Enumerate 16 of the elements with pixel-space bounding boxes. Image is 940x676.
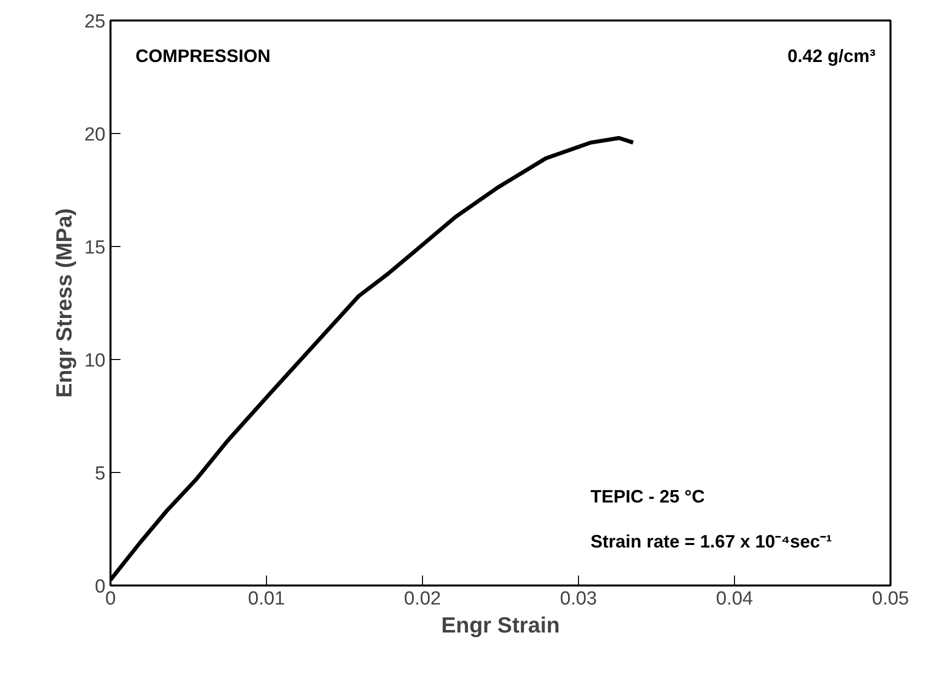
x-tick-label: 0.02: [404, 588, 441, 610]
y-tick-label: 25: [84, 12, 106, 32]
annotation: 0.42 g/cm³: [787, 46, 876, 66]
x-tick-label: 0.01: [248, 588, 285, 610]
annotation: TEPIC - 25 °C: [590, 486, 705, 506]
y-tick-label: 20: [84, 124, 106, 146]
annotation: COMPRESSION: [136, 46, 271, 66]
x-axis-title: Engr Strain: [441, 612, 560, 638]
x-tick-label: 0.05: [872, 588, 909, 610]
annotation: Strain rate = 1.67 x 10⁻⁴sec⁻¹: [590, 532, 832, 552]
x-tick-label: 0.04: [716, 588, 754, 610]
y-axis-title: Engr Stress (MPa): [51, 208, 76, 398]
y-tick-label: 5: [94, 464, 106, 484]
x-tick-label: 0.03: [560, 588, 597, 610]
y-tick-label: 15: [84, 238, 106, 258]
y-tick-label: 10: [84, 350, 106, 372]
